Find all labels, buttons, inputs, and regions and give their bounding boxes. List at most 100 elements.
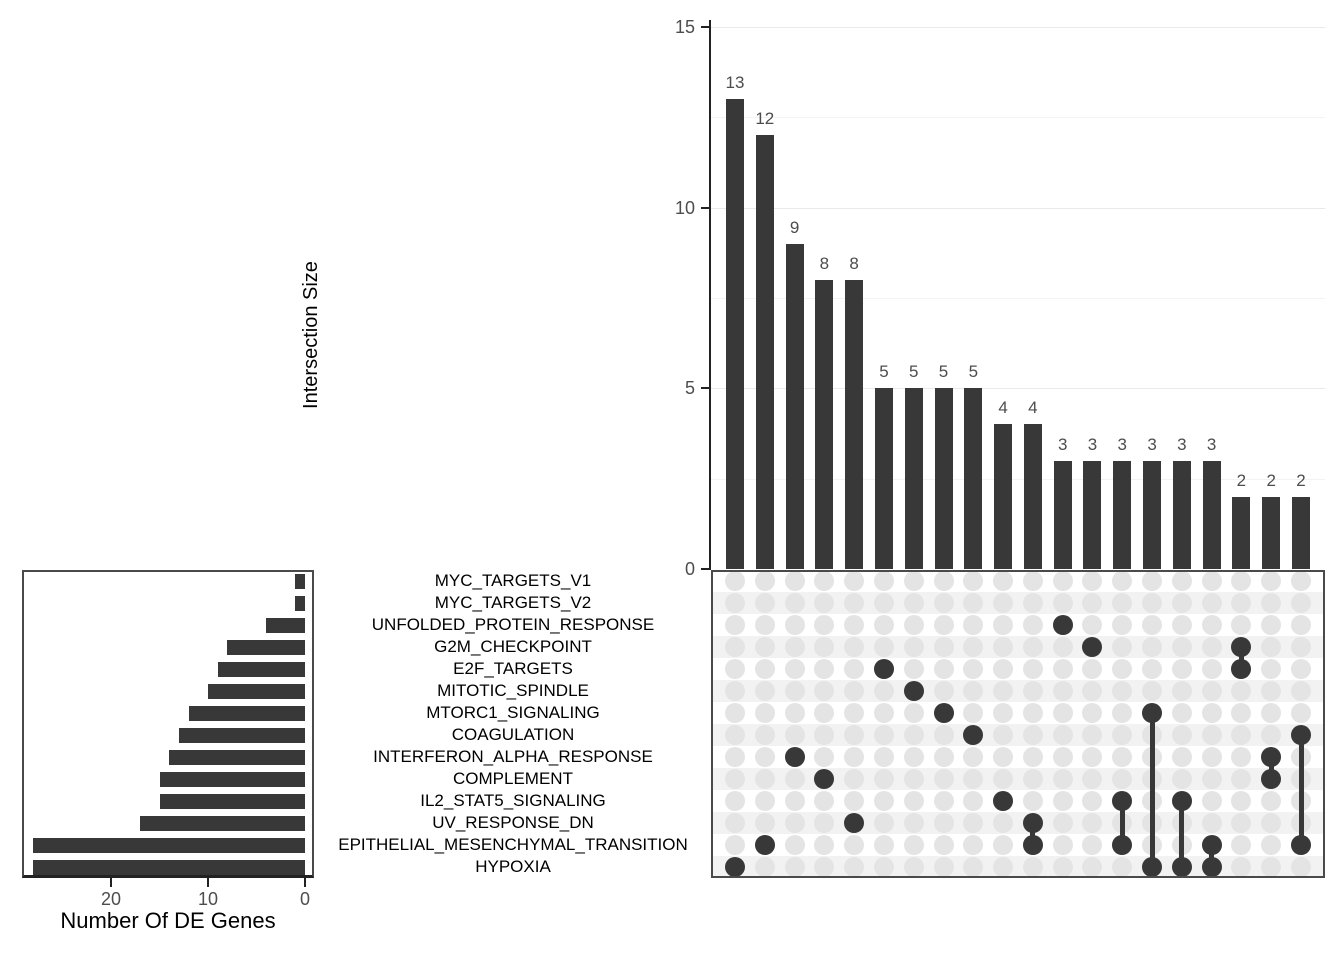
matrix-dot [1112,637,1133,657]
matrix-dot [725,659,745,679]
x-axis-tick-label: 20 [100,889,122,909]
gridline-minor [711,478,1325,480]
intersection-bar [964,388,983,569]
de-genes-axis-title: Number Of DE Genes [60,908,276,933]
matrix-dot [993,637,1014,657]
matrix-dot [784,571,805,591]
matrix-dot [1291,615,1311,635]
matrix-dot [844,703,865,723]
matrix-row-stripe [711,768,1325,790]
matrix-connector [1268,757,1274,779]
intersection-bar-value: 3 [1117,434,1127,454]
matrix-dot [844,681,865,701]
y-axis-tick [701,26,710,29]
intersection-bar-value: 4 [1028,398,1038,418]
intersection-bar-value: 4 [998,398,1008,418]
matrix-dot [873,681,894,701]
intersection-bar-value: 5 [938,362,949,382]
matrix-dot [963,681,984,701]
matrix-dot [1112,615,1133,635]
matrix-dot [903,747,924,767]
matrix-dot [725,615,745,635]
matrix-dot [725,703,745,723]
matrix-dot [1052,791,1073,811]
matrix-dot [873,835,894,855]
matrix-dot [873,703,894,723]
matrix-dot [993,747,1014,767]
matrix-dot [1171,615,1192,635]
matrix-dot [1142,659,1163,679]
intersection-bar [1232,496,1251,569]
intersection-bar-value: 3 [1057,434,1068,454]
matrix-dot [1171,571,1192,591]
matrix-dot [754,813,775,833]
matrix-dot [993,703,1014,723]
x-axis-tick [207,878,209,887]
matrix-dot [1171,725,1192,745]
set-size-bar [159,793,305,809]
matrix-dot [814,593,835,613]
matrix-dot [993,593,1014,613]
matrix-dot [1201,681,1222,701]
intersection-bar [785,243,804,569]
y-axis-tick-label: 10 [674,197,695,218]
matrix-dot [903,593,924,613]
y-axis-tick-label: 15 [674,17,695,38]
matrix-dot [814,725,835,745]
matrix-dot-filled [963,725,984,745]
matrix-connector [1298,735,1304,845]
matrix-dot [933,791,954,811]
matrix-dot [754,769,775,789]
matrix-dot [873,769,894,789]
matrix-dot [903,791,924,811]
matrix-connector [1209,845,1215,867]
matrix-dot [1261,615,1282,635]
matrix-dot [1082,615,1103,635]
intersection-bar [1202,460,1221,569]
intersection-bar [994,424,1013,569]
set-label: MTORC1_SIGNALING [426,703,600,722]
matrix-dot [903,571,924,591]
matrix-dot [1052,835,1073,855]
set-label: UNFOLDED_PROTEIN_RESPONSE [371,615,655,634]
matrix-dot [993,835,1014,855]
matrix-dot [1201,791,1222,811]
matrix-dot [844,659,865,679]
matrix-dot [1082,747,1103,767]
matrix-dot [1261,835,1282,855]
matrix-dot [1231,747,1252,767]
matrix-dot [814,747,835,767]
matrix-dot [1082,593,1103,613]
matrix-dot [1201,725,1222,745]
matrix-dot-filled [1112,791,1133,811]
matrix-dot [933,857,954,877]
matrix-dot [1171,747,1192,767]
matrix-dot [814,637,835,657]
gridline-major [711,27,1325,29]
matrix-dot [963,835,984,855]
matrix-dot [933,725,954,745]
matrix-dot [754,681,775,701]
matrix-dot-filled [1142,703,1163,723]
matrix-dot-filled [1171,791,1192,811]
matrix-dot [1052,659,1073,679]
gridline-major [711,207,1325,209]
matrix-dot [784,637,805,657]
matrix-dot [1052,637,1073,657]
matrix-dot [1052,571,1073,591]
matrix-dot [1231,857,1252,877]
intersection-bar [845,279,864,569]
matrix-dot [754,593,775,613]
set-size-bar [140,815,305,831]
matrix-dot [754,615,775,635]
matrix-dot [1082,813,1103,833]
matrix-dot [993,769,1014,789]
matrix-dot [1142,681,1163,701]
matrix-dot [814,703,835,723]
intersection-bar [874,388,893,569]
matrix-dot [933,615,954,635]
matrix-dot [1022,659,1043,679]
matrix-dot [1022,681,1043,701]
matrix-dot [1022,769,1043,789]
